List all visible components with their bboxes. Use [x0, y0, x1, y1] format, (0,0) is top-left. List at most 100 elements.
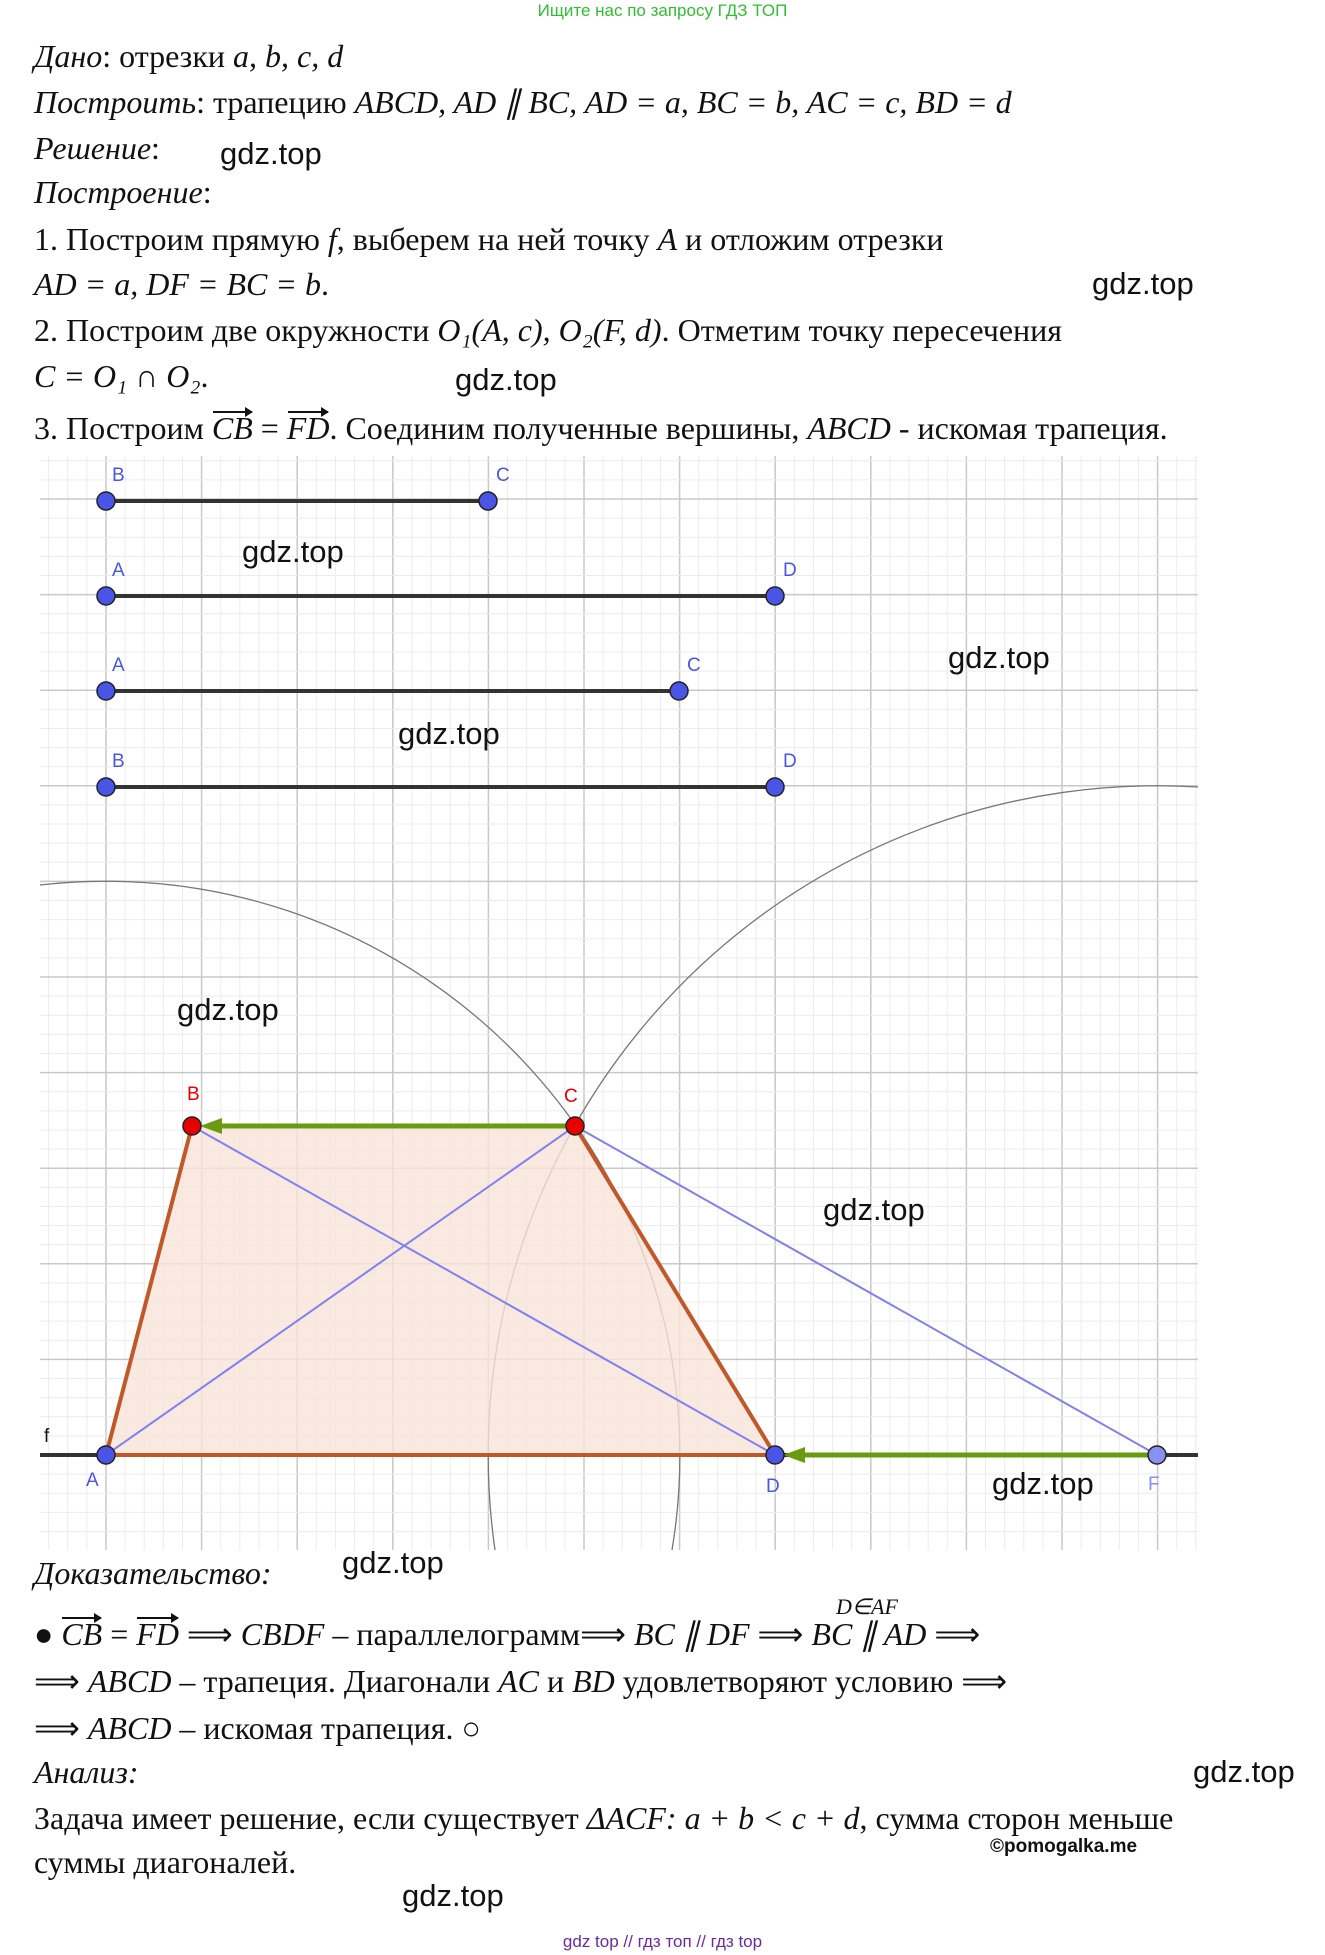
point-label: C	[564, 1086, 578, 1107]
point-label: D	[783, 560, 797, 581]
text-run: – параллелограмм⟹	[324, 1616, 634, 1652]
text-line: Задача имеет решение, если существует ΔA…	[34, 1798, 1173, 1838]
text-run: CB	[61, 1613, 103, 1652]
watermark: gdz.top	[402, 1878, 504, 1913]
point-B	[182, 1116, 202, 1136]
text-run: - искомая трапеция.	[890, 410, 1168, 446]
text-line: ⟹ ABCD – трапеция. Диагонали AC и BD удо…	[34, 1661, 1007, 1701]
diagonal	[191, 1125, 776, 1456]
text-run: удовлетворяют условию ⟹	[614, 1663, 1008, 1699]
text-run: 1. Построим прямую	[34, 221, 328, 257]
vector-arrowhead	[200, 1118, 222, 1134]
text-run: =	[102, 1616, 137, 1652]
diagonal	[105, 1125, 576, 1456]
point-label: A	[86, 1470, 99, 1491]
point-B	[96, 777, 116, 797]
text-run: :	[202, 174, 212, 210]
text-line: 1. Построим прямую f, выберем на ней точ…	[34, 219, 944, 259]
text-run: ABCD	[87, 1663, 172, 1699]
point-label: B	[112, 465, 125, 486]
watermark: gdz.top	[177, 992, 279, 1027]
line-label: f	[44, 1426, 50, 1447]
text-run: . Соединим полученные вершины,	[329, 410, 808, 446]
text-run: : отрезки	[102, 38, 233, 74]
point-label: F	[1148, 1474, 1160, 1495]
text-run: a, b, c, d	[232, 38, 344, 74]
watermark: gdz.top	[992, 1466, 1094, 1501]
point-label: B	[112, 751, 125, 772]
point-A	[96, 1445, 116, 1465]
text-run: BC ∥ DF	[633, 1616, 750, 1652]
text-line: AD = a, DF = BC = b.	[34, 264, 329, 304]
point-B	[96, 491, 116, 511]
diagonal	[574, 1125, 1158, 1456]
text-run: Решение	[34, 130, 152, 166]
text-line: 2. Построим две окружности O₁(A, c), O₂(…	[34, 310, 1062, 350]
text-run: . Отметим точку пересечения	[661, 312, 1062, 348]
text-run: Доказательство:	[34, 1555, 272, 1591]
text-run: FD	[286, 407, 330, 446]
point-C	[669, 681, 689, 701]
text-run: =	[252, 410, 287, 446]
point-C	[478, 491, 498, 511]
text-run: FD	[136, 1613, 179, 1652]
point-label: A	[112, 655, 125, 676]
point-label: A	[112, 560, 125, 581]
text-run: – трапеция. Диагонали	[171, 1663, 499, 1699]
text-run: 3. Построим	[34, 410, 212, 446]
text-run: – искомая трапеция. ○	[171, 1710, 481, 1746]
text-run: : трапецию	[196, 84, 355, 120]
text-run: Задача имеет решение, если существует	[34, 1800, 587, 1836]
text-run: AD = a, DF = BC = b	[34, 266, 321, 302]
text-run: .	[200, 358, 209, 394]
text-run: BD	[572, 1663, 615, 1699]
text-line: ⟹ ABCD – искомая трапеция. ○	[34, 1708, 481, 1748]
point-label: D	[783, 751, 797, 772]
text-run: A	[657, 221, 678, 257]
copyright: ©pomogalka.me	[990, 1836, 1138, 1857]
text-line: Решение:	[34, 128, 160, 168]
text-run: ⟹	[749, 1616, 812, 1652]
text-run: ⟹	[34, 1710, 88, 1746]
trapezoid-side	[573, 1124, 777, 1457]
trapezoid-fill	[106, 1126, 775, 1455]
text-run: Дано	[34, 38, 103, 74]
text-run: суммы диагоналей.	[34, 1844, 297, 1880]
text-run: и	[538, 1663, 573, 1699]
text-line: Дано: отрезки a, b, c, d	[34, 36, 343, 76]
point-label: B	[187, 1084, 200, 1105]
point-A	[96, 586, 116, 606]
point-D	[765, 777, 785, 797]
text-line: Построить: трапецию ABCD, AD ∥ BC, AD = …	[34, 82, 1012, 122]
text-run: BC ∥ AD	[811, 1616, 927, 1652]
text-run: AC	[498, 1663, 539, 1699]
watermark: gdz.top	[1092, 266, 1194, 301]
text-run: 2. Построим две окружности	[34, 312, 438, 348]
point-C	[565, 1116, 585, 1136]
watermark: gdz.top	[1193, 1754, 1295, 1789]
point-D	[765, 1445, 785, 1465]
watermark: gdz.top	[455, 362, 557, 397]
text-run: ⟹	[178, 1616, 241, 1652]
header-banner: Ищите нас по запросу ГДЗ ТОП	[537, 1, 788, 20]
text-run: Построение	[34, 174, 203, 210]
text-run: ABCD	[807, 410, 891, 446]
text-line: Анализ:	[34, 1752, 139, 1792]
text-line: Построение:	[34, 172, 212, 212]
text-run: ●	[34, 1616, 62, 1652]
text-run: , выберем на ней точку	[336, 221, 658, 257]
text-run: .	[320, 266, 329, 302]
point-D	[765, 586, 785, 606]
text-run: ⟹	[926, 1616, 981, 1652]
point-label: C	[496, 465, 510, 486]
point-label: C	[687, 655, 701, 676]
watermark: gdz.top	[342, 1545, 444, 1580]
text-run: CBDF	[240, 1616, 325, 1652]
text-line: ● CB = FD ⟹ CBDF – параллелограмм⟹ BC ∥ …	[34, 1613, 981, 1654]
watermark: gdz.top	[948, 640, 1050, 675]
text-run: Построить	[34, 84, 197, 120]
vector-arrowhead	[783, 1447, 805, 1463]
footer-links[interactable]: gdz top // гдз топ // гдз top	[562, 1932, 763, 1951]
text-run: ABCD	[87, 1710, 172, 1746]
